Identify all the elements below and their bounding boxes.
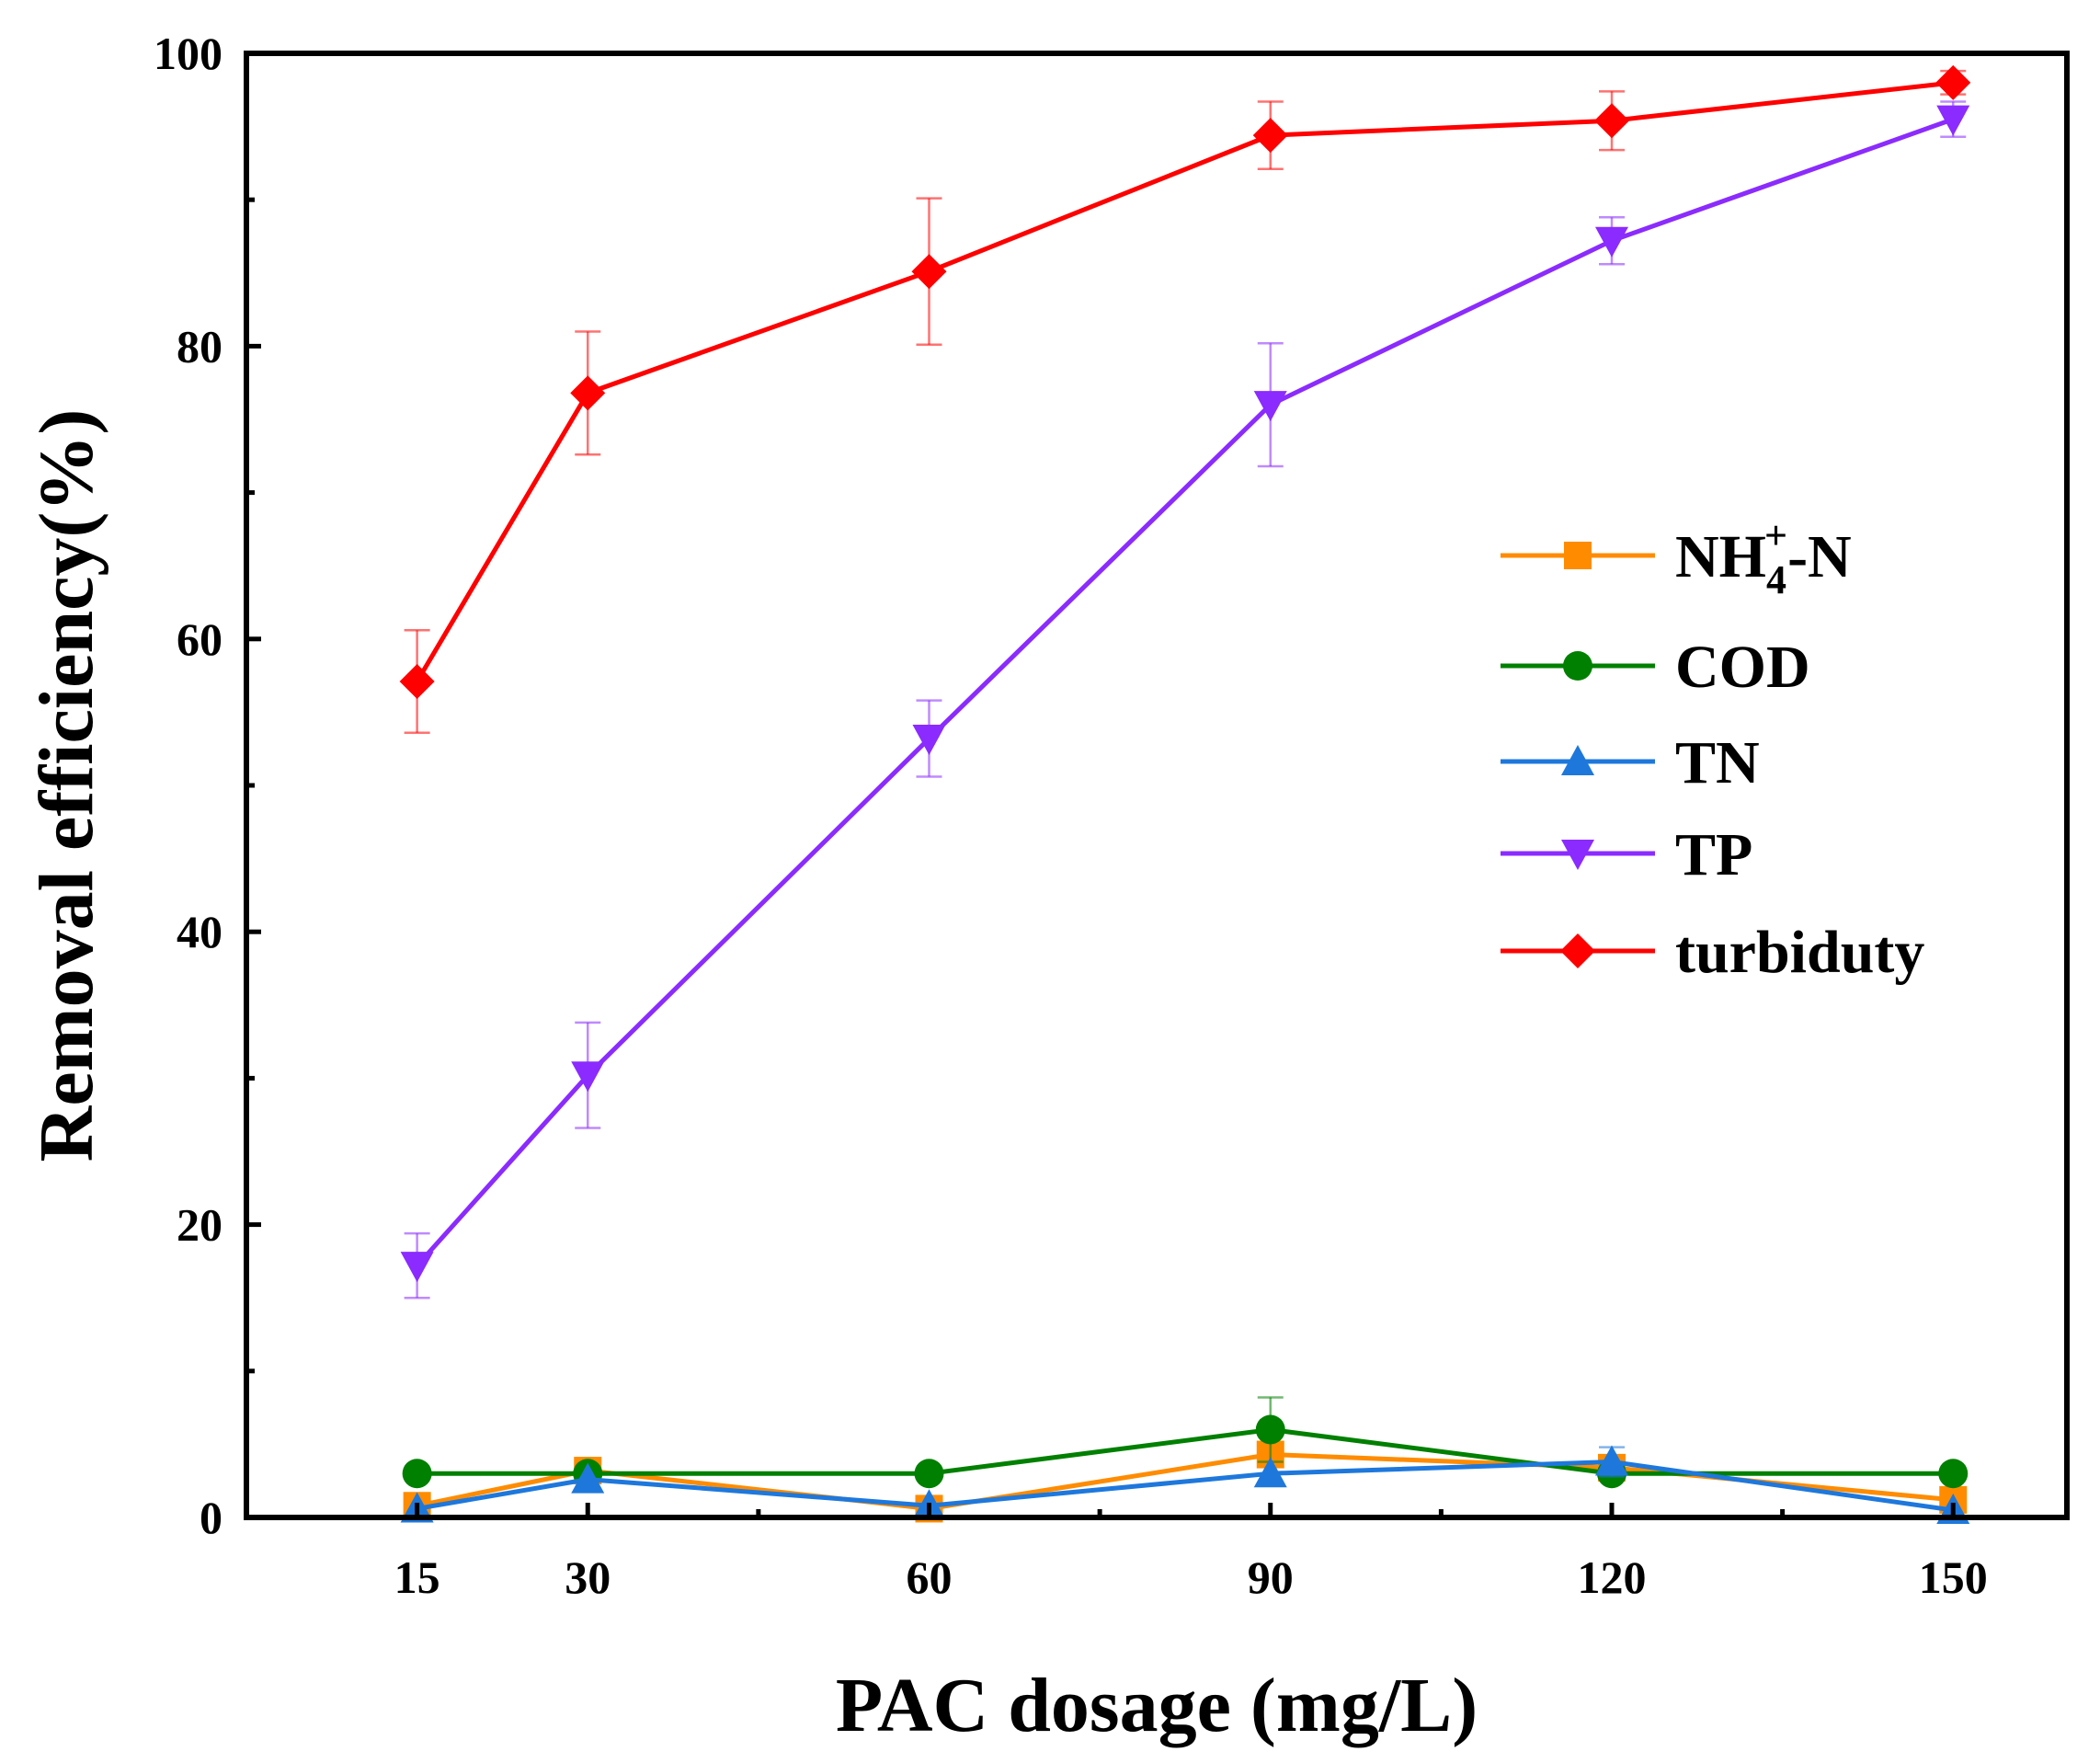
legend-label: TP — [1675, 821, 1752, 888]
x-tick-label: 90 — [1248, 1551, 1294, 1603]
data-point — [1938, 1459, 1969, 1489]
legend-item-cod: COD — [1501, 634, 1810, 701]
y-tick-label: 80 — [177, 320, 223, 372]
legend-marker — [1560, 933, 1595, 968]
data-point — [570, 375, 606, 411]
series-tp — [400, 100, 1970, 1299]
legend-label: NH4+-N — [1675, 513, 1852, 602]
x-tick-label: 60 — [907, 1551, 953, 1603]
data-point — [1252, 118, 1288, 154]
data-point — [1255, 1414, 1285, 1445]
legend-marker — [1561, 840, 1594, 870]
x-tick-label: 120 — [1578, 1551, 1647, 1603]
data-point — [1594, 103, 1629, 139]
data-point — [912, 725, 946, 756]
legend-item-turbiduty: turbiduty — [1501, 919, 1924, 986]
legend: NH4+-N COD TN TP turbiduty — [1501, 513, 1924, 986]
axes-layer: 0 20 40 60 80 100 15 30 60 90 120 150 — [154, 28, 1988, 1603]
data-point — [1253, 391, 1287, 422]
data-point — [400, 1252, 434, 1283]
y-tick-label: 60 — [177, 613, 223, 665]
legend-item-tn: TN — [1501, 729, 1760, 796]
series-cod — [402, 1396, 1969, 1489]
legend-marker — [1561, 745, 1594, 775]
data-point — [399, 663, 435, 699]
legend-label: turbiduty — [1675, 919, 1924, 986]
legend-label-part: + — [1764, 513, 1787, 558]
legend-label: COD — [1675, 634, 1810, 701]
legend-label-part: NH — [1675, 523, 1766, 590]
y-tick-label: 20 — [177, 1199, 223, 1251]
series-turbiduty — [399, 64, 1971, 734]
x-tick-label: 15 — [394, 1551, 440, 1603]
series-line — [417, 1459, 1954, 1513]
legend-marker — [1564, 542, 1592, 569]
legend-label: TN — [1675, 729, 1760, 796]
plot-frame — [244, 51, 2070, 1520]
legend-marker — [1563, 651, 1592, 681]
x-axis-title: PAC dosage (mg/L) — [836, 1663, 1478, 1748]
data-point — [402, 1459, 432, 1489]
series-line — [415, 80, 1954, 683]
x-tick-label: 30 — [565, 1551, 611, 1603]
data-point — [1935, 64, 1971, 100]
data-point — [1595, 226, 1628, 258]
series-line — [415, 117, 1955, 1267]
series-tn — [400, 1445, 1970, 1525]
legend-item-nh4-n: NH4+-N — [1501, 513, 1852, 602]
series-line — [417, 1426, 1954, 1476]
y-axis-title: Removal efficiency(%) — [24, 409, 109, 1162]
data-point — [914, 1459, 944, 1489]
data-point — [1253, 1457, 1287, 1488]
data-point — [1936, 105, 1970, 136]
data-point — [911, 254, 947, 290]
legend-item-tp: TP — [1501, 821, 1752, 888]
legend-label-part: 4 — [1766, 557, 1786, 602]
y-tick-label: 100 — [154, 28, 223, 79]
x-tick-label: 150 — [1919, 1551, 1988, 1603]
data-point — [571, 1061, 605, 1093]
y-tick-label: 40 — [177, 906, 223, 957]
y-tick-label: 0 — [200, 1492, 223, 1543]
legend-label-part: -N — [1787, 523, 1852, 590]
data-point — [571, 1462, 605, 1494]
data-point — [1595, 1445, 1628, 1476]
